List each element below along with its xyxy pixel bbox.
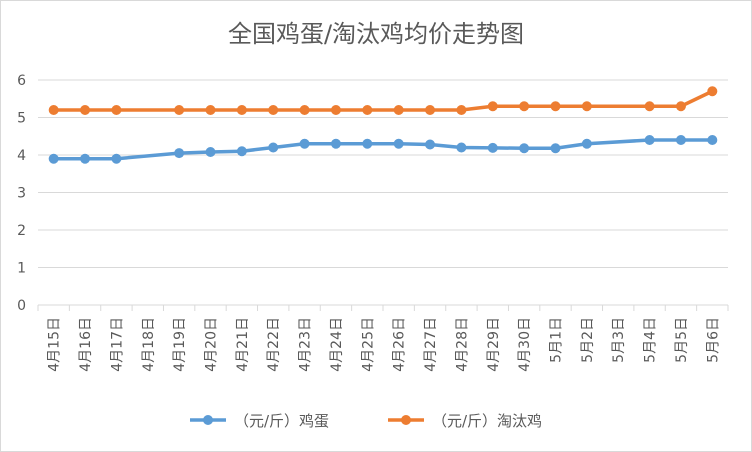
data-point	[48, 153, 59, 164]
x-tick-label: 5月4日	[643, 317, 659, 363]
chart-title: 全国鸡蛋/淘汰鸡均价走势图	[227, 20, 525, 48]
x-tick-label: 5月5日	[674, 317, 690, 363]
data-point	[456, 105, 467, 115]
data-point	[236, 146, 247, 157]
data-point	[48, 105, 59, 115]
data-point	[675, 101, 686, 112]
data-point	[205, 105, 216, 115]
data-point	[299, 105, 310, 115]
data-point	[519, 101, 530, 112]
y-tick-label: 2	[17, 223, 26, 239]
x-tick-label: 4月21日	[235, 317, 251, 372]
x-tick-label: 4月18日	[141, 317, 157, 372]
x-tick-label: 4月16日	[78, 317, 94, 372]
data-point	[425, 139, 436, 150]
x-tick-label: 4月19日	[172, 317, 188, 372]
y-tick-label: 0	[17, 298, 26, 314]
x-tick-label: 4月25日	[360, 317, 376, 372]
data-point	[362, 105, 373, 115]
data-point	[330, 105, 341, 115]
x-tick-label: 4月17日	[109, 317, 125, 372]
data-point	[80, 105, 91, 115]
data-point	[487, 142, 498, 153]
x-tick-label: 4月20日	[204, 317, 220, 372]
data-point	[205, 147, 216, 157]
x-tick-label: 5月2日	[580, 317, 596, 363]
x-tick-label: 5月6日	[705, 317, 721, 363]
series-line	[53, 138, 713, 161]
x-tick-label: 4月30日	[517, 317, 533, 372]
series	[48, 86, 718, 164]
data-point	[80, 153, 91, 164]
x-tick-label: 4月27日	[423, 317, 439, 372]
x-tick-label: 4月24日	[329, 317, 345, 372]
data-point	[299, 138, 310, 149]
data-point	[174, 105, 185, 115]
data-point	[393, 105, 404, 115]
data-point	[268, 142, 279, 153]
data-point	[393, 138, 404, 149]
data-point	[675, 135, 686, 145]
y-tick-label: 6	[17, 73, 26, 89]
data-point	[581, 138, 592, 149]
data-point	[644, 101, 655, 112]
legend-label: （元/斤）淘汰鸡	[432, 412, 542, 430]
x-tick-label: 5月1日	[549, 317, 565, 363]
x-tick-label: 4月15日	[47, 317, 63, 372]
x-tick-label: 4月23日	[298, 317, 314, 372]
data-point	[550, 101, 561, 112]
data-point	[236, 105, 247, 115]
data-point	[550, 143, 561, 154]
x-axis: 4月15日 4月16日 4月17日 4月18日 4月19日 4月20日 4月21日 4月22日…	[37, 305, 729, 372]
y-axis: 0 1 2 3 4 5 6	[17, 73, 26, 314]
legend-label: （元/斤）鸡蛋	[234, 412, 329, 430]
legend-marker	[401, 415, 411, 425]
data-point	[707, 135, 718, 145]
y-tick-label: 5	[17, 111, 26, 127]
data-point	[456, 142, 467, 153]
data-point	[174, 148, 185, 159]
data-point	[111, 153, 122, 164]
data-point	[707, 86, 718, 97]
data-point	[330, 138, 341, 149]
x-tick-label: 4月22日	[266, 317, 282, 372]
legend-marker	[203, 415, 213, 425]
y-tick-label: 3	[17, 186, 26, 202]
data-point	[487, 101, 498, 112]
y-tick-label: 4	[17, 148, 26, 164]
gridlines	[38, 79, 728, 306]
x-tick-label: 4月26日	[392, 317, 408, 372]
data-point	[425, 105, 436, 115]
data-point	[268, 105, 279, 115]
data-point	[581, 101, 592, 112]
data-point	[362, 138, 373, 149]
data-point	[644, 135, 655, 145]
y-tick-label: 1	[17, 261, 26, 277]
data-point	[111, 105, 122, 115]
series-line	[53, 89, 714, 112]
x-tick-label: 4月29日	[486, 317, 502, 372]
data-point	[519, 143, 530, 154]
x-tick-label: 4月28日	[454, 317, 470, 372]
x-tick-label: 5月3日	[611, 317, 627, 363]
legend: （元/斤）鸡蛋 （元/斤）淘汰鸡	[190, 412, 542, 430]
